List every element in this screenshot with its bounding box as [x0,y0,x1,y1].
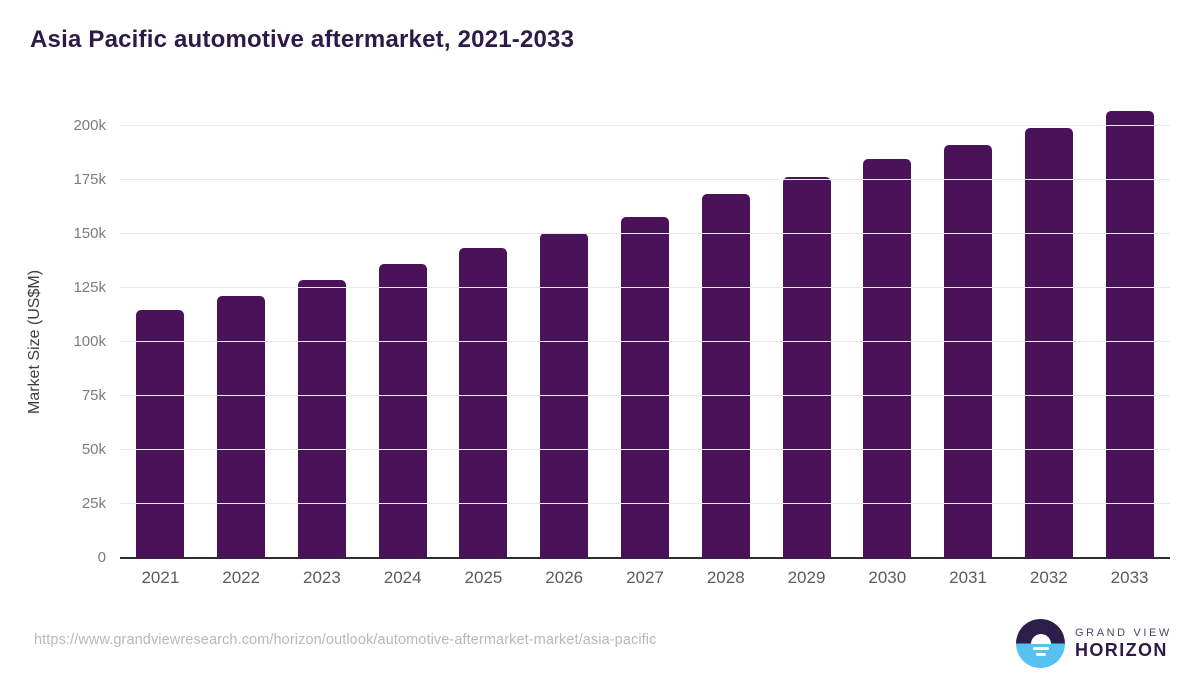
source-url: https://www.grandviewresearch.com/horizo… [34,632,657,648]
bar-series [120,110,1170,558]
gridline [120,233,1170,234]
y-tick-label: 125k [73,279,106,296]
bar-slot [201,126,282,558]
y-tick-label: 175k [73,171,106,188]
reflection-line-1 [1032,647,1049,650]
bar-2023[interactable] [297,280,346,558]
bar-2031[interactable] [944,145,993,558]
x-tick-label-2031: 2031 [949,568,987,587]
plot-area [120,110,1170,559]
x-tick-label-2025: 2025 [464,568,503,587]
y-tick-label: 75k [81,387,106,404]
gridline [120,341,1170,342]
x-tick-label-2028: 2028 [706,568,745,587]
gridline [120,503,1170,504]
logo-text: GRAND VIEW HORIZON [1075,627,1172,660]
bar-slot [928,126,1009,558]
x-tick-label-2033: 2033 [1110,568,1149,587]
bar-slot [847,126,928,558]
x-tick-label-2027: 2027 [626,568,664,587]
bar-slot [282,126,363,558]
x-axis-tick-labels: 2021 2022 2023 2024 2025 2026 2027 2028 2029 2030… [120,568,1170,588]
x-tick-label-2021: 2021 [141,568,180,587]
logo-grand-view-text: GRAND VIEW [1075,627,1172,639]
bar-2033[interactable] [1105,110,1154,558]
bar-slot [524,126,605,558]
horizon-sun-icon [1016,619,1065,668]
logo-horizon-text: HORIZON [1075,640,1168,660]
bar-slot [443,126,524,558]
gridline [120,125,1170,126]
y-tick-label: 50k [81,441,106,458]
gridline [120,287,1170,288]
bar-2029[interactable] [782,176,831,558]
bar-slot [766,126,847,558]
bar-2027[interactable] [620,216,669,558]
x-tick-label-2032: 2032 [1029,568,1068,587]
y-tick-label: 0 [97,549,106,566]
x-tick-label-2024: 2024 [383,568,422,587]
gridline [120,449,1170,450]
bar-slot [605,126,686,558]
bar-slot [685,126,766,558]
x-tick-label-2030: 2030 [868,568,907,587]
x-tick-label-2022: 2022 [222,568,261,587]
x-tick-label-2023: 2023 [303,568,341,587]
chart-title: Asia Pacific automotive aftermarket, 202… [30,26,575,53]
x-axis-line [120,557,1170,559]
bar-2028[interactable] [701,194,750,558]
bar-slot [1008,126,1089,558]
bar-2022[interactable] [217,296,266,558]
y-tick-label: 200k [73,117,106,134]
bar-slot [1089,110,1170,558]
bar-2024[interactable] [378,263,427,558]
y-tick-label: 150k [73,225,106,242]
bar-2032[interactable] [1024,128,1073,558]
gridline [120,395,1170,396]
x-tick-label-2029: 2029 [787,568,826,587]
bar-slot [120,126,201,558]
x-tick-label-2026: 2026 [545,568,584,587]
reflection-line-2 [1035,653,1046,656]
y-tick-label: 25k [81,495,106,512]
sun-dome-shape [1030,633,1051,644]
gridline [120,179,1170,180]
bar-2025[interactable] [459,248,508,558]
bar-slot [362,126,443,558]
grand-view-horizon-logo: GRAND VIEW HORIZON [1016,619,1172,668]
y-tick-label: 100k [73,333,106,350]
bar-2030[interactable] [863,159,912,558]
bar-2021[interactable] [136,310,185,558]
y-axis-tick-labels: 0 25k 50k 75k 100k 125k 150k 175k 200k [0,117,106,566]
